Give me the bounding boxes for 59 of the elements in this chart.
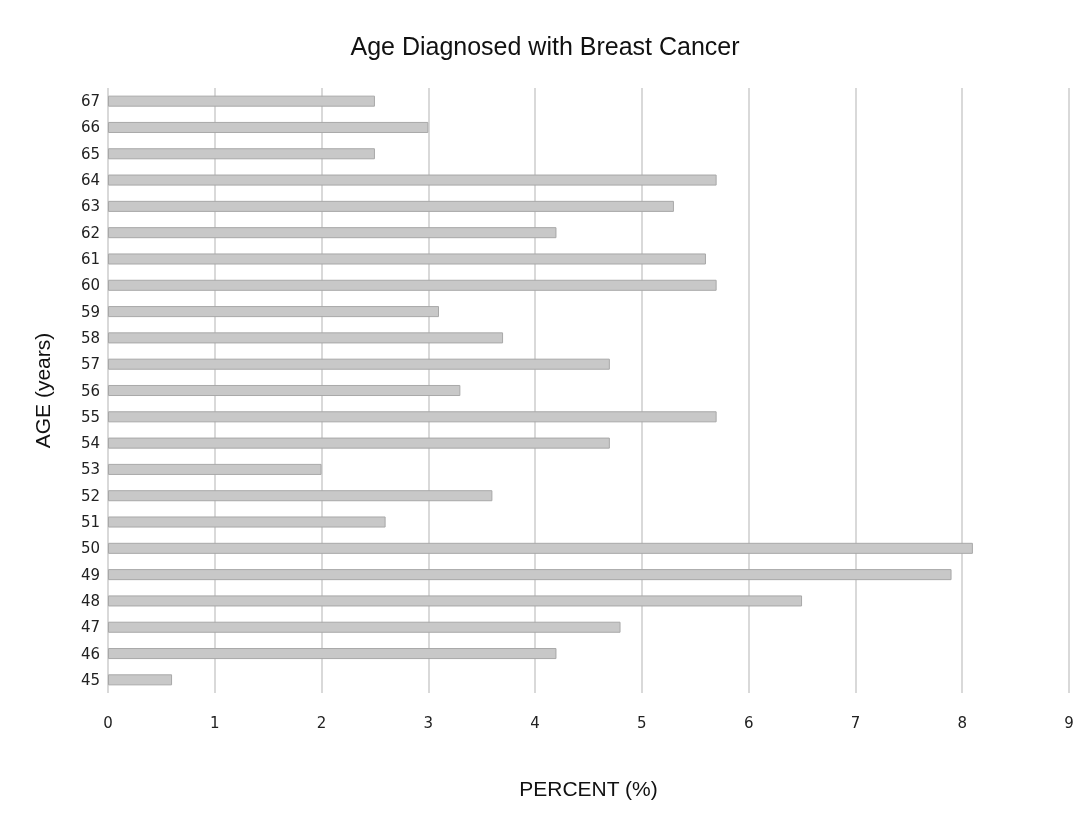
y-tick-label: 45 xyxy=(80,670,100,689)
bar xyxy=(108,200,674,212)
bar xyxy=(108,490,493,502)
bar xyxy=(108,463,322,475)
bar xyxy=(108,306,440,318)
x-tick-label: 0 xyxy=(103,713,113,732)
y-tick-label: 66 xyxy=(80,118,100,137)
bar xyxy=(108,437,610,449)
x-tick-label: 5 xyxy=(637,713,647,732)
bar xyxy=(108,174,717,186)
y-tick-label: 48 xyxy=(80,591,100,610)
bar xyxy=(108,674,173,686)
bar xyxy=(108,621,621,633)
bar xyxy=(108,648,557,660)
bar xyxy=(108,332,504,344)
x-tick-label: 4 xyxy=(530,713,540,732)
bar xyxy=(108,411,717,423)
bar xyxy=(108,516,386,528)
y-tick-label: 55 xyxy=(80,407,100,426)
bar xyxy=(108,358,610,370)
y-tick-label: 51 xyxy=(80,513,100,532)
bar xyxy=(108,595,803,607)
y-tick-label: 53 xyxy=(80,460,100,479)
bar xyxy=(108,227,557,239)
x-tick-label: 9 xyxy=(1064,713,1074,732)
y-tick-label: 49 xyxy=(80,565,100,584)
y-axis-title: AGE (years) xyxy=(31,332,54,449)
y-tick-label: 50 xyxy=(80,539,100,558)
y-tick-label: 52 xyxy=(80,486,100,505)
y-tick-label: 57 xyxy=(80,355,100,374)
x-tick-label: 7 xyxy=(850,713,861,732)
y-tick-label: 61 xyxy=(80,249,100,268)
y-tick-label: 63 xyxy=(80,197,100,216)
x-tick-label: 6 xyxy=(743,713,754,732)
y-tick-label: 60 xyxy=(80,276,100,295)
x-tick-label: 3 xyxy=(423,713,434,732)
bar xyxy=(108,121,429,133)
y-tick-label: 47 xyxy=(80,618,100,637)
bar xyxy=(108,384,461,397)
y-tick-label: 64 xyxy=(80,171,100,190)
bar xyxy=(108,569,952,581)
bar xyxy=(108,542,973,554)
bar xyxy=(108,95,375,107)
bar xyxy=(108,279,717,291)
y-tick-label: 62 xyxy=(80,223,100,242)
y-tick-label: 65 xyxy=(80,144,100,163)
y-tick-label: 56 xyxy=(80,381,100,400)
y-tick-label: 54 xyxy=(80,434,100,453)
bar xyxy=(108,148,375,160)
y-tick-label: 46 xyxy=(80,644,100,663)
y-tick-label: 67 xyxy=(80,92,100,111)
x-tick-label: 8 xyxy=(957,713,967,732)
x-axis-title: PERCENT (%) xyxy=(519,777,658,800)
x-tick-label: 2 xyxy=(316,713,327,732)
y-tick-label: 59 xyxy=(80,302,100,321)
bar xyxy=(108,253,706,265)
y-tick-label: 58 xyxy=(80,328,100,347)
chart-title: Age Diagnosed with Breast Cancer xyxy=(350,31,740,60)
x-tick-label: 1 xyxy=(210,713,220,732)
